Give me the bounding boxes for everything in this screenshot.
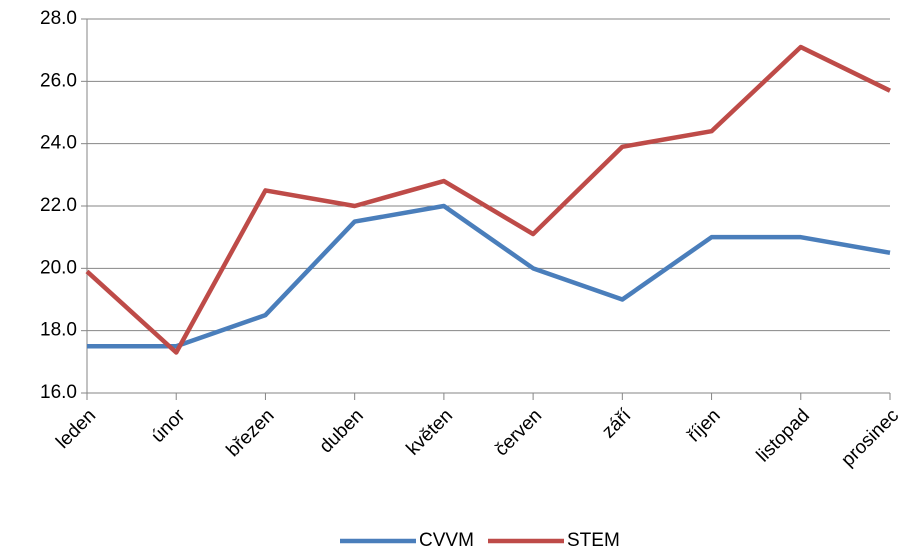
x-tick-label: květen <box>403 405 457 459</box>
y-tick-label: 20.0 <box>40 257 77 278</box>
series-line <box>85 44 891 355</box>
series-line <box>87 203 891 349</box>
x-tick-label: únor <box>148 405 190 447</box>
legend-label: CVVM <box>419 530 474 551</box>
y-tick-label: 24.0 <box>40 133 77 154</box>
x-tick-label: listopad <box>753 405 814 466</box>
x-tick-label: červen <box>491 405 546 460</box>
y-tick-label: 16.0 <box>40 382 77 403</box>
y-tick-label: 28.0 <box>40 8 77 29</box>
y-tick-label: 22.0 <box>40 195 77 216</box>
y-tick-label: 26.0 <box>40 70 77 91</box>
x-tick-label: březen <box>223 405 279 461</box>
x-tick-label: říjen <box>684 405 725 446</box>
x-tick-label: duben <box>316 405 368 457</box>
legend-label: STEM <box>567 530 620 551</box>
x-tick-label: prosinec <box>837 405 898 471</box>
x-tick-label: září <box>598 405 636 443</box>
y-tick-label: 18.0 <box>40 320 77 341</box>
x-tick-label: leden <box>52 405 100 453</box>
